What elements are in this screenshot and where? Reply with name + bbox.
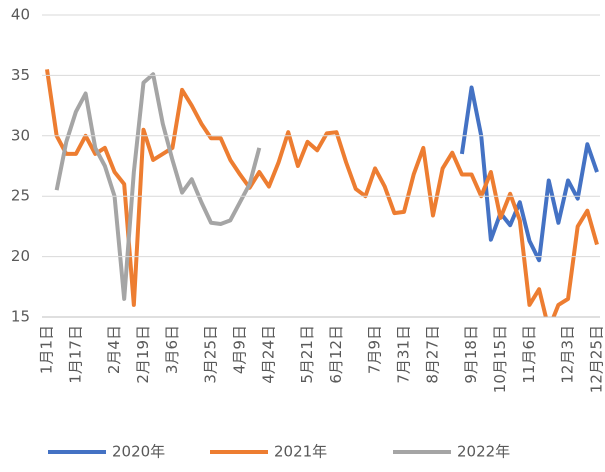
x-tick-label: 11月6日 <box>520 325 538 384</box>
legend-label: 2021年 <box>274 443 327 461</box>
y-tick-label: 35 <box>11 66 30 84</box>
x-tick-label: 5月21日 <box>298 325 316 384</box>
legend-label: 2022年 <box>457 443 510 461</box>
x-tick-label: 3月6日 <box>163 325 181 374</box>
x-tick-label: 10月15日 <box>491 325 509 393</box>
x-tick-label: 7月9日 <box>366 325 384 374</box>
x-tick-label: 1月17日 <box>66 325 84 384</box>
x-tick-label: 4月9日 <box>230 325 248 374</box>
x-tick-label: 9月18日 <box>462 325 480 384</box>
series-line <box>47 69 597 329</box>
x-tick-label: 12月3日 <box>559 325 577 384</box>
x-tick-label: 6月12日 <box>327 325 345 384</box>
x-tick-label: 3月25日 <box>202 325 220 384</box>
y-tick-label: 40 <box>11 6 30 24</box>
plot-area <box>47 69 597 329</box>
y-tick-label: 20 <box>11 247 30 265</box>
series-line <box>57 74 260 299</box>
x-tick-label: 8月27日 <box>423 325 441 384</box>
y-tick-label: 15 <box>11 308 30 326</box>
x-tick-label: 2月19日 <box>134 325 152 384</box>
y-tick-label: 30 <box>11 126 30 144</box>
x-tick-label: 7月31日 <box>395 325 413 384</box>
x-tick-label: 12月25日 <box>588 325 605 393</box>
x-tick-label: 1月1日 <box>38 325 56 374</box>
x-tick-label: 2月4日 <box>105 325 123 374</box>
x-tick-label: 4月24日 <box>259 325 277 384</box>
y-tick-label: 25 <box>11 187 30 205</box>
legend-label: 2020年 <box>112 443 165 461</box>
